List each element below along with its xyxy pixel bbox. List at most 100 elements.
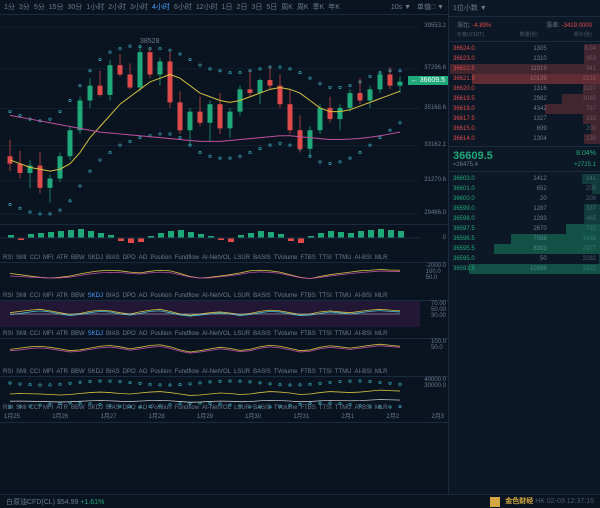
timeframe-2日[interactable]: 2日 [237,2,248,12]
indicator-TVolume[interactable]: TVolume [274,255,298,261]
indicator-SKDJ[interactable]: SKDJ [88,331,103,337]
indicator-MLR[interactable]: MLR [375,255,388,261]
ask-row[interactable]: 36620.013161197 [449,84,600,94]
chart-settings[interactable]: 10s ▼ 单值□ ▼ [391,2,444,12]
indicator-AI-BSI[interactable]: AI-BSI [354,331,371,337]
timeframe-3分[interactable]: 3分 [19,2,30,12]
ask-row[interactable]: 36614.01304130 [449,134,600,144]
indicator-TTSI[interactable]: TTSI [319,331,332,337]
timeframe-15分[interactable]: 15分 [49,2,64,12]
ask-row[interactable]: 36623.01310353 [449,54,600,64]
timeframe-6小时[interactable]: 6小时 [174,2,192,12]
timeframe-5日[interactable]: 5日 [266,2,277,12]
tab-decimal[interactable]: 1位小数 [453,5,478,12]
indicator-AO[interactable]: AO [139,293,148,299]
indicator-BIAS[interactable]: BIAS [106,255,120,261]
indicator-AI-BSI[interactable]: AI-BSI [354,369,371,375]
sub-panel-2[interactable]: -2000.0100.050.0 RSISMICCIMFIATRBBWSKDJB… [0,263,448,301]
ask-row[interactable]: 36621.5101392216 [449,74,600,84]
indicator-TVolume[interactable]: TVolume [274,293,298,299]
timeframe-1小时[interactable]: 1小时 [86,2,104,12]
indicator-AI-NetVOL[interactable]: AI-NetVOL [202,293,231,299]
indicator-FTBS[interactable]: FTBS [300,255,315,261]
indicator-DPO[interactable]: DPO [123,293,136,299]
ask-row[interactable]: 36618.04342767 [449,104,600,114]
indicator-ATR[interactable]: ATR [56,331,68,337]
bid-row[interactable]: 36601.0652205 [449,184,600,194]
indicator-MLR[interactable]: MLR [375,369,388,375]
bid-row[interactable]: 36597.52670732 [449,224,600,234]
sub-panel-5[interactable]: 40000.030000.0 RSISMICCIMFIATRBBWSKDJBIA… [0,377,448,423]
indicator-TTMU[interactable]: TTMU [335,293,352,299]
indicator-LSUR[interactable]: LSUR [234,331,250,337]
indicator-Position[interactable]: Position [150,331,171,337]
indicator-AI-NetVOL[interactable]: AI-NetVOL [202,331,231,337]
sub-panel-1[interactable]: 0 RSISMICCIMFIATRBBWSKDJBIASDPOAOPositio… [0,225,448,263]
timeframe-30分[interactable]: 30分 [68,2,83,12]
bid-row[interactable]: 36595.583932277 [449,244,600,254]
ask-row[interactable]: 36619.529821065 [449,94,600,104]
indicator-RSI[interactable]: RSI [3,293,13,299]
indicator-SMI[interactable]: SMI [16,255,27,261]
indicator-BASIS[interactable]: BASIS [253,369,271,375]
timeframe-12小时[interactable]: 12小时 [196,2,218,12]
indicator-TVolume[interactable]: TVolume [274,369,298,375]
indicator-Fundflow[interactable]: Fundflow [175,293,199,299]
indicator-ATR[interactable]: ATR [56,369,68,375]
indicator-BASIS[interactable]: BASIS [253,255,271,261]
indicator-TTMU[interactable]: TTMU [335,331,352,337]
indicator-AO[interactable]: AO [139,331,148,337]
timeframe-周K[interactable]: 周K [297,2,309,12]
indicator-Position[interactable]: Position [150,255,171,261]
indicator-TTSI[interactable]: TTSI [319,369,332,375]
ask-row[interactable]: 36622.511919341 [449,64,600,74]
indicator-MLR[interactable]: MLR [375,293,388,299]
timeframe-3日[interactable]: 3日 [251,2,262,12]
timeframe-周K[interactable]: 周K [281,2,293,12]
ask-row[interactable]: 36617.51327333 [449,114,600,124]
bid-row[interactable]: 36593.5103993322 [449,264,600,274]
indicator-AO[interactable]: AO [139,369,148,375]
bid-row[interactable]: 36598.01283465 [449,214,600,224]
indicator-Fundflow[interactable]: Fundflow [175,331,199,337]
indicator-RSI[interactable]: RSI [3,331,13,337]
indicator-SKDJ[interactable]: SKDJ [88,255,103,261]
timeframe-季K[interactable]: 季K [313,2,325,12]
indicator-AI-NetVOL[interactable]: AI-NetVOL [202,369,231,375]
bid-row[interactable]: 36603.01412141 [449,174,600,184]
indicator-DPO[interactable]: DPO [123,255,136,261]
indicator-MFI[interactable]: MFI [43,293,53,299]
sub-panel-3[interactable]: 70.0050.0030.00 RSISMICCIMFIATRBBWSKDJBI… [0,301,448,339]
indicator-RSI[interactable]: RSI [3,369,13,375]
indicator-BIAS[interactable]: BIAS [106,293,120,299]
ask-row[interactable]: 36615.0699200 [449,124,600,134]
indicator-DPO[interactable]: DPO [123,331,136,337]
indicator-BBW[interactable]: BBW [71,255,85,261]
indicator-SKDJ[interactable]: SKDJ [88,369,103,375]
indicator-LSUR[interactable]: LSUR [234,255,250,261]
bid-row[interactable]: 36596.570581438 [449,234,600,244]
timeframe-年K[interactable]: 年K [328,2,340,12]
indicator-ATR[interactable]: ATR [56,255,68,261]
indicator-CCI[interactable]: CCI [30,369,40,375]
indicator-CCI[interactable]: CCI [30,331,40,337]
indicator-TTMU[interactable]: TTMU [335,255,352,261]
indicator-BIAS[interactable]: BIAS [106,331,120,337]
timeframe-3小时[interactable]: 3小时 [130,2,148,12]
indicator-MFI[interactable]: MFI [43,331,53,337]
indicator-CCI[interactable]: CCI [30,293,40,299]
indicator-BASIS[interactable]: BASIS [253,331,271,337]
indicator-TVolume[interactable]: TVolume [274,331,298,337]
indicator-MFI[interactable]: MFI [43,369,53,375]
indicator-BIAS[interactable]: BIAS [106,369,120,375]
indicator-SMI[interactable]: SMI [16,369,27,375]
indicator-BBW[interactable]: BBW [71,331,85,337]
indicator-BASIS[interactable]: BASIS [253,293,271,299]
indicator-RSI[interactable]: RSI [3,255,13,261]
indicator-AI-BSI[interactable]: AI-BSI [354,293,371,299]
indicator-TTMU[interactable]: TTMU [335,369,352,375]
sidebar-tabs[interactable]: 1位小数 ▼ [449,0,600,17]
timeframe-5分[interactable]: 5分 [34,2,45,12]
indicator-CCI[interactable]: CCI [30,255,40,261]
indicator-FTBS[interactable]: FTBS [300,369,315,375]
